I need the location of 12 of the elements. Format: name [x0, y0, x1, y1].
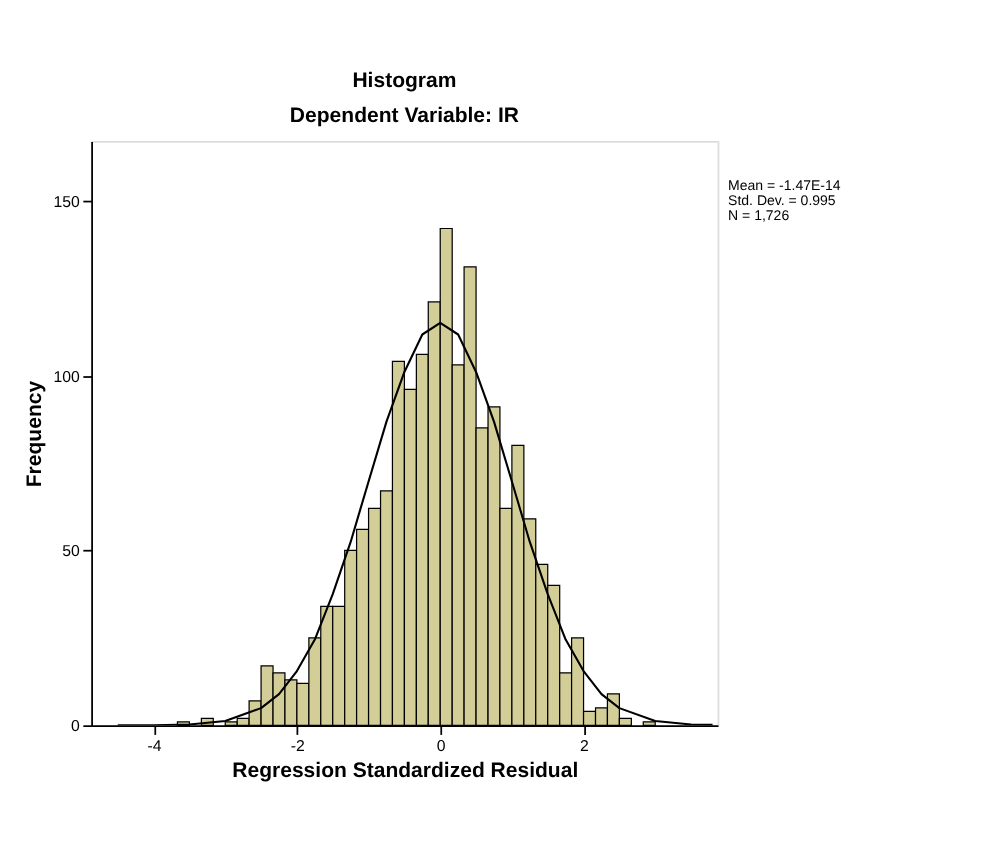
x-tick-label: 0	[436, 736, 447, 755]
y-tick-label: 0	[71, 717, 82, 736]
y-tick-label: 100	[53, 367, 82, 386]
y-tick-label: 50	[62, 542, 82, 561]
y-axis-title: Frequency	[23, 380, 48, 488]
chart-subtitle: Dependent Variable: IR	[289, 103, 520, 128]
x-axis-title: Regression Standardized Residual	[232, 759, 579, 784]
x-tick-label: -4	[147, 736, 163, 755]
chart-title: Histogram	[352, 68, 457, 93]
y-tick-label: 150	[53, 192, 82, 211]
x-tick-label: 2	[580, 736, 589, 755]
x-tick-label: -2	[290, 736, 305, 755]
